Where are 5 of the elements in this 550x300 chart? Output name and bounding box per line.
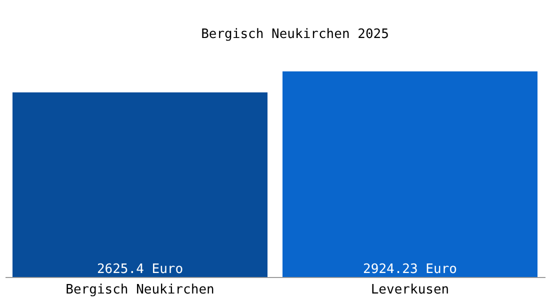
x-tick-label: Bergisch Neukirchen	[66, 282, 214, 298]
data-label: 2625.4 Euro	[96, 262, 184, 277]
chart-title: Bergisch Neukirchen 2025	[201, 27, 389, 42]
x-tick-label: Leverkusen	[370, 282, 450, 298]
data-label: 2924.23 Euro	[363, 262, 457, 277]
